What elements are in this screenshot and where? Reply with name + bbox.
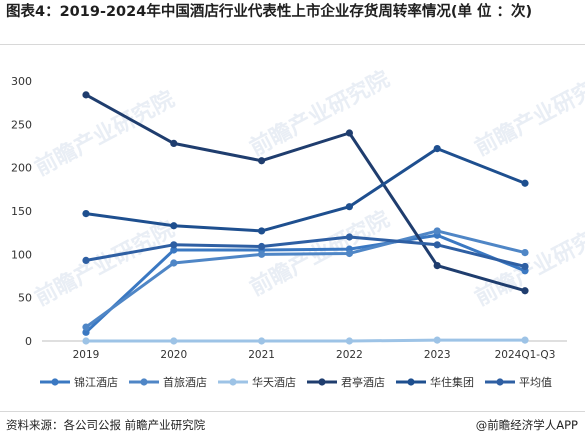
brand-credit: @前瞻经济学人APP — [475, 418, 578, 432]
x-tick-label: 2023 — [424, 349, 451, 361]
watermark-text: 前瞻产业研究院 — [246, 66, 394, 161]
data-point — [521, 287, 529, 295]
legend-label: 首旅酒店 — [163, 375, 207, 389]
y-tick-label: 200 — [11, 162, 32, 175]
y-tick-label: 250 — [11, 118, 32, 131]
legend-label: 君亭酒店 — [341, 375, 385, 389]
legend-label: 华住集团 — [430, 375, 474, 389]
data-point — [82, 337, 90, 345]
x-tick-label: 2021 — [248, 349, 275, 361]
x-tick-label: 2024Q1-Q3 — [495, 349, 556, 361]
series-华住集团 — [82, 145, 529, 235]
data-point — [170, 259, 178, 267]
legend-item: 华天酒店 — [218, 375, 296, 389]
data-point — [345, 129, 353, 137]
data-point — [82, 328, 90, 336]
watermark-text: 前瞻产业研究院 — [471, 216, 585, 311]
data-point — [82, 323, 90, 331]
data-point — [82, 91, 90, 99]
series-line — [85, 229, 526, 329]
legend-item: 锦江酒店 — [40, 375, 118, 389]
chart-title: 图表4：2019-2024年中国酒店行业代表性上市企业存货周转率情况(单 位 ：… — [6, 4, 533, 20]
source-note: 资料来源：各公司公报 前瞻产业研究院 — [6, 418, 206, 432]
data-point — [258, 227, 266, 235]
data-point — [82, 210, 90, 218]
data-point — [258, 157, 266, 165]
legend-marker — [318, 378, 326, 386]
legend-marker — [496, 378, 504, 386]
data-point — [170, 246, 178, 254]
data-point — [258, 250, 266, 258]
data-point — [345, 203, 353, 211]
data-point — [345, 249, 353, 258]
data-point — [521, 249, 529, 257]
data-point — [345, 233, 353, 241]
x-tick-label: 2020 — [160, 349, 187, 361]
watermark-text: 前瞻产业研究院 — [31, 216, 179, 311]
y-tick-label: 100 — [11, 248, 32, 261]
data-point — [258, 337, 266, 345]
data-point — [170, 241, 178, 249]
legend-marker — [229, 378, 237, 386]
legend: 锦江酒店 首旅酒店 华天酒店 君亭酒店 华住集团 平均值 — [40, 375, 552, 389]
series-line — [86, 338, 525, 343]
y-tick-label: 50 — [18, 292, 32, 305]
data-point — [433, 145, 441, 153]
legend-marker — [407, 378, 415, 386]
legend-label: 平均值 — [519, 376, 552, 389]
legend-marker — [51, 378, 59, 386]
data-point — [433, 227, 441, 235]
data-point — [258, 242, 266, 251]
title-divider — [0, 44, 585, 45]
data-point — [433, 262, 441, 270]
y-tick-label: 300 — [11, 75, 32, 88]
data-point — [521, 179, 529, 187]
series-首旅酒店 — [82, 227, 529, 331]
series-line — [84, 233, 526, 334]
data-point — [170, 139, 178, 147]
y-tick-label: 150 — [11, 205, 32, 218]
data-point — [521, 336, 529, 344]
legend-label: 锦江酒店 — [74, 375, 118, 389]
x-tick-label: 2019 — [73, 349, 100, 361]
y-tick-label: 0 — [25, 335, 32, 348]
data-point — [345, 337, 353, 345]
series-line — [85, 93, 526, 293]
data-point — [433, 241, 441, 249]
data-point — [82, 256, 90, 264]
series-line — [85, 147, 526, 233]
footer-divider — [0, 411, 585, 412]
data-point — [433, 336, 441, 344]
data-point — [170, 337, 178, 345]
legend-item: 君亭酒店 — [307, 375, 385, 389]
data-point — [521, 262, 529, 271]
legend-item: 首旅酒店 — [129, 375, 207, 389]
series-君亭酒店 — [82, 91, 529, 295]
series-line — [85, 235, 526, 268]
x-axis: 2019 2020 2021 2022 2023 2024Q1-Q3 — [42, 340, 567, 361]
legend-item: 华住集团 — [396, 375, 474, 389]
series-平均值 — [82, 233, 529, 271]
data-point — [170, 222, 178, 230]
watermark-text: 前瞻产业研究院 — [471, 66, 585, 161]
x-tick-label: 2022 — [336, 349, 363, 361]
series-layer — [82, 91, 529, 345]
legend-label: 华天酒店 — [252, 375, 296, 389]
legend-marker — [140, 378, 148, 386]
legend-item: 平均值 — [485, 376, 552, 389]
y-axis: 0 50 100 150 200 250 300 — [11, 75, 32, 348]
series-华天酒店 — [82, 336, 529, 345]
